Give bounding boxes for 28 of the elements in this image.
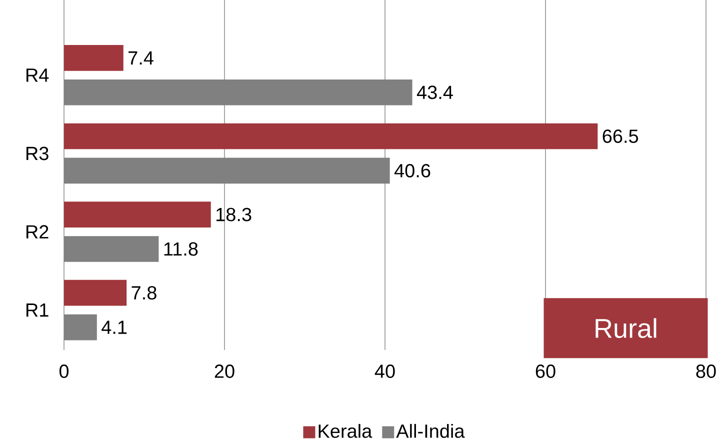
bar xyxy=(64,314,97,340)
data-label: 66.5 xyxy=(602,130,638,143)
bar xyxy=(64,123,598,150)
x-tick-label: 40 xyxy=(374,364,395,378)
legend-label: Kerala xyxy=(318,424,372,438)
bar xyxy=(64,280,127,306)
x-tick-label: 0 xyxy=(59,364,69,378)
y-tick-label: R1 xyxy=(26,304,48,317)
x-tick-label: 80 xyxy=(696,364,716,378)
bar xyxy=(64,45,124,71)
data-label: 11.8 xyxy=(164,242,198,256)
data-label: 7.4 xyxy=(128,51,154,64)
annotation: Rural xyxy=(596,318,656,338)
legend-label: All-India xyxy=(396,424,465,438)
bar xyxy=(64,158,390,184)
bar xyxy=(64,236,159,262)
x-tick-label: 60 xyxy=(536,364,556,378)
data-label: 7.8 xyxy=(132,286,156,300)
x-tick-label: 20 xyxy=(214,364,234,378)
y-tick-label: R4 xyxy=(26,68,49,82)
bar xyxy=(64,79,412,106)
y-tick-label: R3 xyxy=(26,146,48,160)
data-label: 43.4 xyxy=(416,86,453,100)
data-label: 18.3 xyxy=(216,208,252,222)
bar xyxy=(64,202,211,228)
y-tick-label: R2 xyxy=(26,225,48,238)
data-label: 40.6 xyxy=(394,164,430,178)
data-label: 4.1 xyxy=(102,320,127,334)
